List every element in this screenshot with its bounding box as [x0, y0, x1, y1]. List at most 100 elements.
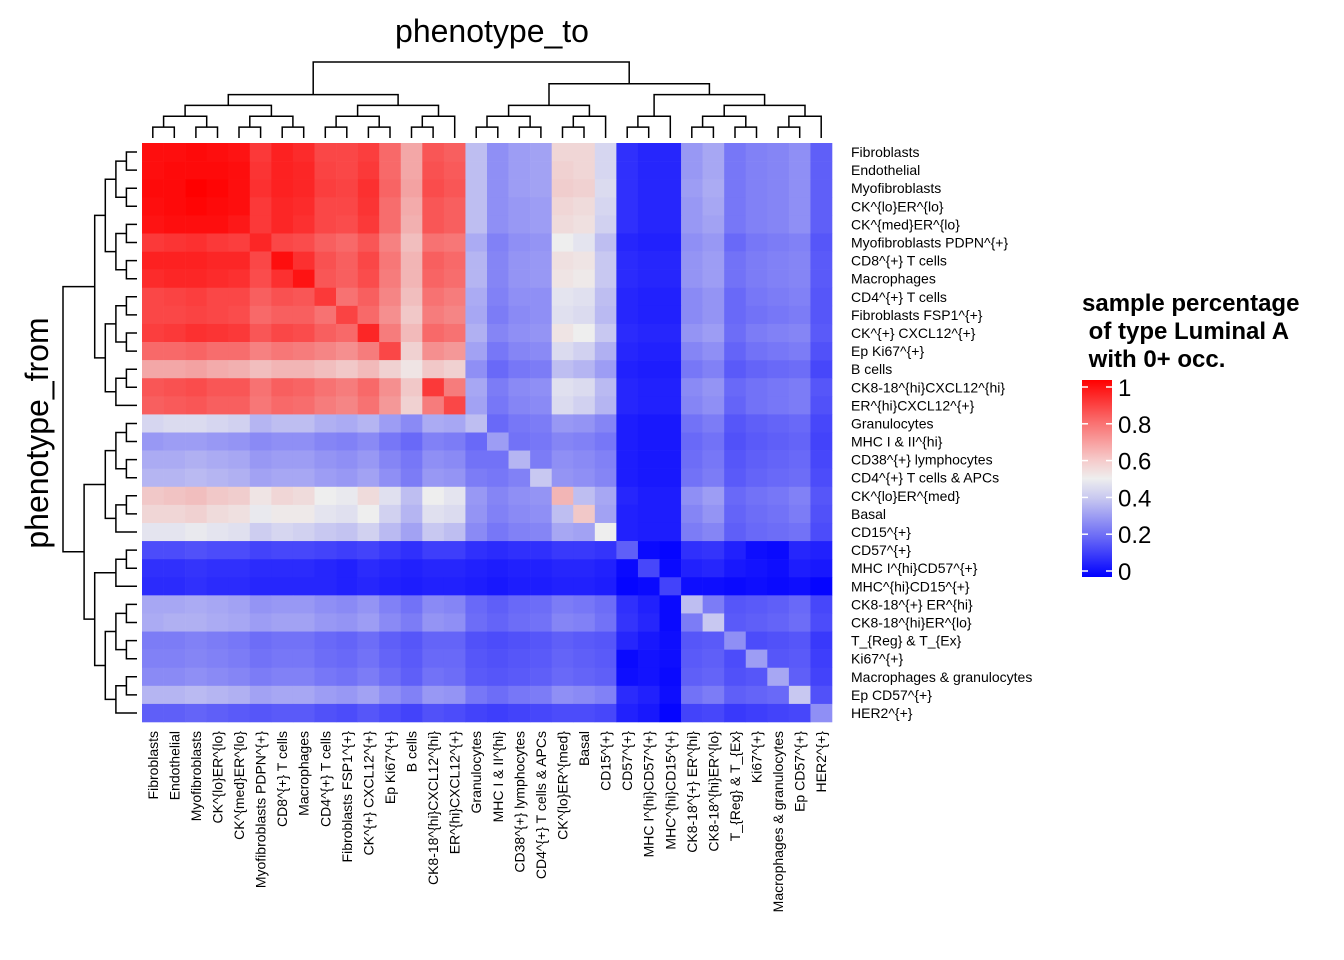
heatmap-cell — [228, 143, 251, 162]
heatmap-cell — [724, 143, 747, 162]
dendrogram-branch — [518, 126, 542, 138]
heatmap-cell — [465, 396, 488, 415]
row-label: Endothelial — [851, 162, 920, 178]
column-label: Ep Ki67^{+} — [382, 731, 398, 804]
row-label: T_{Reg} & T_{Ex} — [851, 633, 962, 649]
heatmap-cell — [530, 613, 552, 632]
heatmap-cell — [206, 414, 229, 433]
heatmap-cell — [745, 269, 768, 289]
heatmap-cell — [271, 305, 294, 325]
heatmap-cell — [681, 305, 703, 325]
heatmap-cell — [810, 360, 833, 379]
legend-tick-label: 0.6 — [1118, 449, 1151, 476]
heatmap-cell — [422, 215, 445, 234]
heatmap-cell — [487, 143, 509, 162]
dendrogram-branch — [324, 126, 348, 138]
heatmap-cell — [465, 269, 488, 289]
dendrogram-branch — [115, 558, 137, 588]
heatmap-cell — [465, 287, 488, 307]
heatmap-cell — [142, 667, 164, 687]
heatmap-cell — [228, 486, 251, 506]
heatmap-cell — [659, 414, 682, 433]
heatmap-cell — [637, 179, 660, 198]
heatmap-cell — [508, 432, 531, 451]
heatmap-cell — [810, 197, 833, 216]
heatmap-cell — [810, 396, 833, 415]
heatmap-cell — [788, 432, 811, 451]
heatmap-cell — [745, 559, 768, 578]
heatmap-cell — [292, 251, 315, 270]
heatmap-cell — [530, 559, 552, 578]
heatmap-cell — [724, 360, 747, 379]
heatmap-cell — [767, 342, 790, 361]
heatmap-cell — [206, 613, 229, 632]
heatmap-cell — [788, 215, 811, 234]
dendrogram-branch — [548, 82, 711, 106]
heatmap-cell — [422, 504, 445, 524]
heatmap-cell — [616, 504, 639, 524]
heatmap-cell — [637, 269, 660, 289]
heatmap-cell — [314, 541, 337, 560]
heatmap-cell — [185, 251, 207, 270]
heatmap-cell — [314, 323, 337, 343]
heatmap-cell — [573, 323, 596, 343]
heatmap-cell — [271, 215, 294, 234]
heatmap-cell — [379, 631, 402, 650]
heatmap-cell — [573, 703, 596, 723]
heatmap-cell — [443, 559, 466, 578]
heatmap-cell — [185, 378, 207, 397]
heatmap-cell — [314, 233, 337, 252]
heatmap-cell — [400, 631, 423, 650]
heatmap-cell — [422, 486, 445, 506]
heatmap-cell — [249, 613, 272, 632]
row-label: CD38^{+} lymphocytes — [851, 452, 993, 468]
heatmap-cell — [551, 233, 574, 252]
heatmap-cell — [422, 323, 445, 343]
heatmap-cell — [594, 342, 617, 361]
heatmap-cell — [551, 342, 574, 361]
heatmap-cell — [206, 269, 229, 289]
dendrogram-branch — [125, 259, 137, 280]
row-label: CD8^{+} T cells — [851, 253, 947, 269]
heatmap-cell — [206, 685, 229, 705]
heatmap-cell — [508, 703, 531, 723]
heatmap-cell — [745, 251, 768, 270]
heatmap-cell — [314, 522, 337, 542]
heatmap-cell — [594, 577, 617, 596]
column-label: Myofibroblasts PDPN^{+} — [253, 731, 269, 888]
heatmap-cell — [314, 378, 337, 397]
heatmap-cell — [659, 685, 682, 705]
heatmap-cell — [659, 342, 682, 361]
heatmap-cell — [551, 667, 574, 687]
heatmap-cell — [637, 631, 660, 650]
heatmap-cell — [465, 215, 488, 234]
heatmap-cell — [594, 649, 617, 669]
heatmap-cell — [788, 577, 811, 596]
heatmap-cell — [724, 215, 747, 234]
heatmap-cell — [616, 305, 639, 325]
heatmap-cell — [142, 161, 164, 180]
heatmap-cell — [422, 251, 445, 270]
heatmap-cell — [724, 233, 747, 252]
heatmap-cell — [336, 522, 358, 542]
heatmap-cell — [551, 323, 574, 343]
heatmap-cell — [185, 685, 207, 705]
heatmap-cell — [271, 504, 294, 524]
dendrogram-branch — [125, 639, 137, 660]
heatmap-cell — [422, 703, 445, 723]
heatmap-cell — [292, 504, 315, 524]
column-labels: Fibroblasts Endothelial Myofibroblasts CK^{… — [145, 731, 829, 913]
heatmap-cell — [767, 486, 790, 506]
heatmap-cell — [465, 432, 488, 451]
heatmap-cell — [163, 197, 186, 216]
heatmap-cell — [400, 414, 423, 433]
row-label: CK^{lo}ER^{med} — [851, 488, 960, 504]
heatmap-cell — [594, 179, 617, 198]
heatmap-cell — [702, 143, 725, 162]
heatmap-cell — [185, 414, 207, 433]
heatmap-cell — [336, 179, 358, 198]
heatmap-cell — [573, 269, 596, 289]
heatmap-cell — [228, 233, 251, 252]
row-label: Myofibroblasts — [851, 180, 941, 196]
heatmap-cell — [443, 595, 466, 614]
